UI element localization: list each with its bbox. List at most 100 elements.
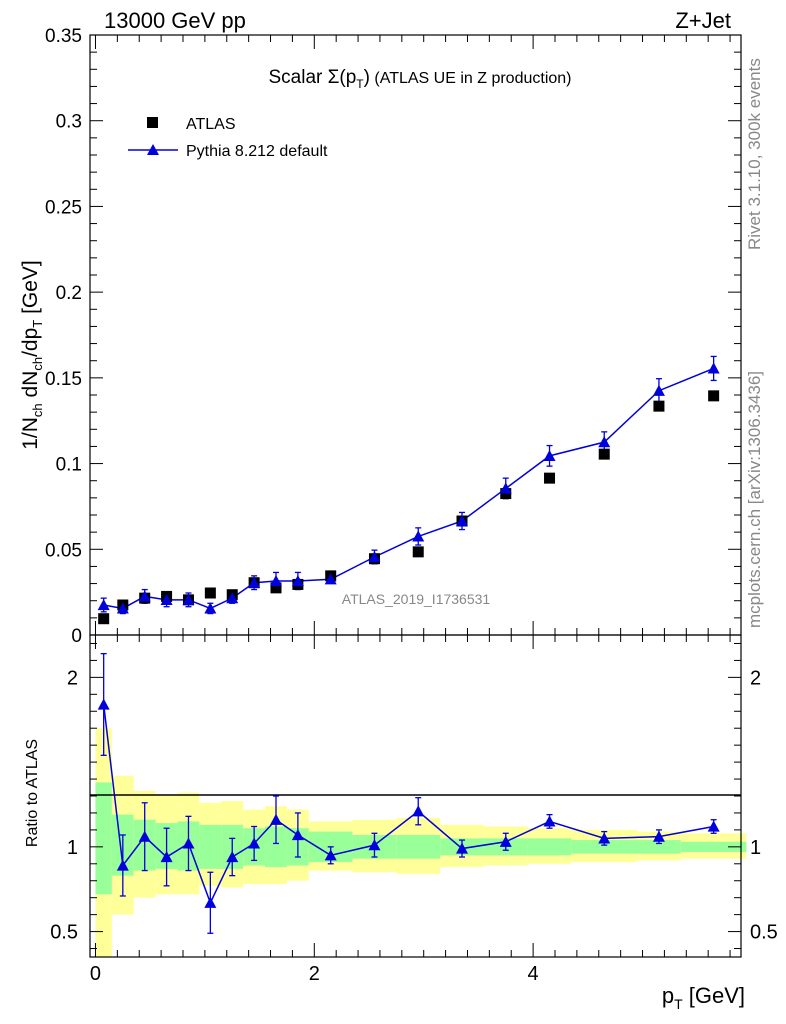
ratio-y-axis-label: Ratio to ATLAS <box>24 739 41 847</box>
analysis-id-watermark: ATLAS_2019_I1736531 <box>342 591 491 607</box>
ratio-data-point <box>368 839 381 851</box>
ratio-y-tick-label: 0.5 <box>50 922 78 944</box>
inner-uncertainty-band <box>199 824 222 869</box>
legend-pythia-marker <box>147 144 159 155</box>
main-y-tick-label: 0.3 <box>56 112 82 133</box>
inner-uncertainty-band <box>571 840 638 854</box>
inner-uncertainty-band <box>680 841 747 852</box>
ratio-data-point <box>598 832 611 844</box>
main-axis-ticks <box>90 34 741 636</box>
ratio-y-tick-label-right: 1 <box>750 837 761 859</box>
pythia-data-point <box>456 515 468 527</box>
header-process-label: Z+Jet <box>675 8 731 33</box>
pythia-data-point <box>182 593 195 605</box>
pythia-data-point <box>160 593 173 605</box>
x-tick-label: 0 <box>90 963 101 985</box>
pythia-data-point <box>204 602 217 614</box>
ylabel-part-4: /dp <box>19 328 42 357</box>
pythia-data-point <box>270 575 282 587</box>
ratio-data-point <box>707 820 720 832</box>
pythia-data-point <box>97 599 110 611</box>
pythia-data-point <box>598 436 611 448</box>
ratio-data-point <box>499 835 512 847</box>
ratio-panel: 0.5 0.5 1 1 2 2 0 2 4 Ratio to ATLAS pT [GeV] <box>24 634 778 1012</box>
inner-uncertainty-band <box>527 838 572 856</box>
main-panel: 0 0.05 0.1 0.15 0.2 0.25 0.3 0.35 ATLAS_2019_I1… <box>19 26 742 647</box>
ratio-uncertainty-bands <box>95 728 747 957</box>
pythia-data-point <box>116 602 129 614</box>
pythia-data-point <box>324 573 337 585</box>
main-y-tick-label: 0.2 <box>56 283 82 304</box>
x-axis-label: pT [GeV] <box>662 983 745 1012</box>
ratio-data-point <box>291 828 304 841</box>
atlas-data-point <box>708 390 720 402</box>
pythia-series-line <box>103 367 714 610</box>
ylabel-part-0: 1/N <box>19 417 42 450</box>
ylabel-part-6: [GeV] <box>19 260 42 320</box>
ratio-data-point <box>248 837 261 849</box>
title-close: ) <box>364 67 370 88</box>
ratio-y-tick-label: 1 <box>67 837 78 859</box>
x-tick-label: 4 <box>528 963 539 985</box>
pythia-data-point <box>226 592 239 604</box>
pythia-data-point <box>543 449 556 461</box>
ratio-data-point <box>226 851 239 863</box>
xlabel-main: p <box>662 983 674 1008</box>
chart-title: Scalar Σ(pT) (ATLAS UE in Z production) <box>268 67 571 91</box>
pythia-data-point <box>499 482 512 494</box>
pythia-data-point <box>248 576 261 588</box>
ratio-data-point <box>412 805 425 817</box>
ratio-data-point <box>652 830 665 842</box>
main-y-tick-labels: 0 0.05 0.1 0.15 0.2 0.25 0.3 0.35 <box>45 26 82 647</box>
ratio-data-point <box>270 813 282 825</box>
legend-pythia-label: Pythia 8.212 default <box>186 143 328 160</box>
title-sigma: Σ(p <box>328 67 357 88</box>
legend-atlas-label: ATLAS <box>186 116 236 133</box>
ratio-data-point <box>456 842 468 854</box>
ylabel-part-2: dN <box>19 371 42 404</box>
pythia-data-point <box>652 384 665 396</box>
atlas-data-point <box>653 400 665 412</box>
title-subscript: T <box>356 77 364 91</box>
ratio-y-tick-label-right: 0.5 <box>750 922 778 944</box>
ratio-y-tick-label-right: 2 <box>750 667 761 689</box>
main-y-tick-label: 0.15 <box>45 369 82 390</box>
ratio-data-point <box>138 830 151 842</box>
ratio-data-point <box>182 837 195 849</box>
ratio-data-point <box>97 698 110 710</box>
pythia-data-point <box>291 575 304 587</box>
xlabel-rest: [GeV] <box>683 983 745 1008</box>
pythia-data-point <box>138 590 151 602</box>
mcplots-label: mcplots.cern.ch [arXiv:1306.3436] <box>745 371 764 628</box>
rivet-version-label: Rivet 3.1.10, 300k events <box>745 58 764 250</box>
ylabel-part-5: T <box>30 320 45 328</box>
atlas-data-point <box>204 587 216 599</box>
inner-uncertainty-band <box>396 834 441 859</box>
ratio-data-marks <box>97 652 720 934</box>
main-y-tick-label: 0.25 <box>45 197 82 218</box>
atlas-data-point <box>412 546 424 558</box>
main-y-tick-label: 0.05 <box>45 540 82 561</box>
atlas-data-point <box>544 472 556 484</box>
ratio-data-point <box>116 859 129 871</box>
atlas-data-point <box>98 613 110 625</box>
atlas-data-point <box>598 448 610 460</box>
ratio-tick-labels: 0.5 0.5 1 1 2 2 0 2 4 <box>50 667 778 985</box>
title-prefix: Scalar <box>268 67 327 88</box>
inner-uncertainty-band <box>637 840 681 854</box>
legend-atlas-marker <box>147 117 158 128</box>
main-y-tick-label: 0 <box>71 626 82 647</box>
ratio-axis-ticks <box>90 635 741 957</box>
ratio-y-tick-label: 2 <box>67 667 78 689</box>
ratio-plot-frame <box>89 634 742 958</box>
ylabel-part-1: ch <box>30 403 45 417</box>
pythia-data-point <box>368 551 381 563</box>
main-y-tick-label: 0.1 <box>56 455 82 476</box>
pythia-data-point <box>412 530 425 542</box>
main-y-axis-label: 1/Nch dNch/dpT [GeV] <box>19 260 45 450</box>
main-data-marks <box>97 355 720 625</box>
inner-uncertainty-band <box>265 826 287 868</box>
header-energy-label: 13000 GeV pp <box>104 8 246 33</box>
inner-uncertainty-band <box>95 782 112 895</box>
